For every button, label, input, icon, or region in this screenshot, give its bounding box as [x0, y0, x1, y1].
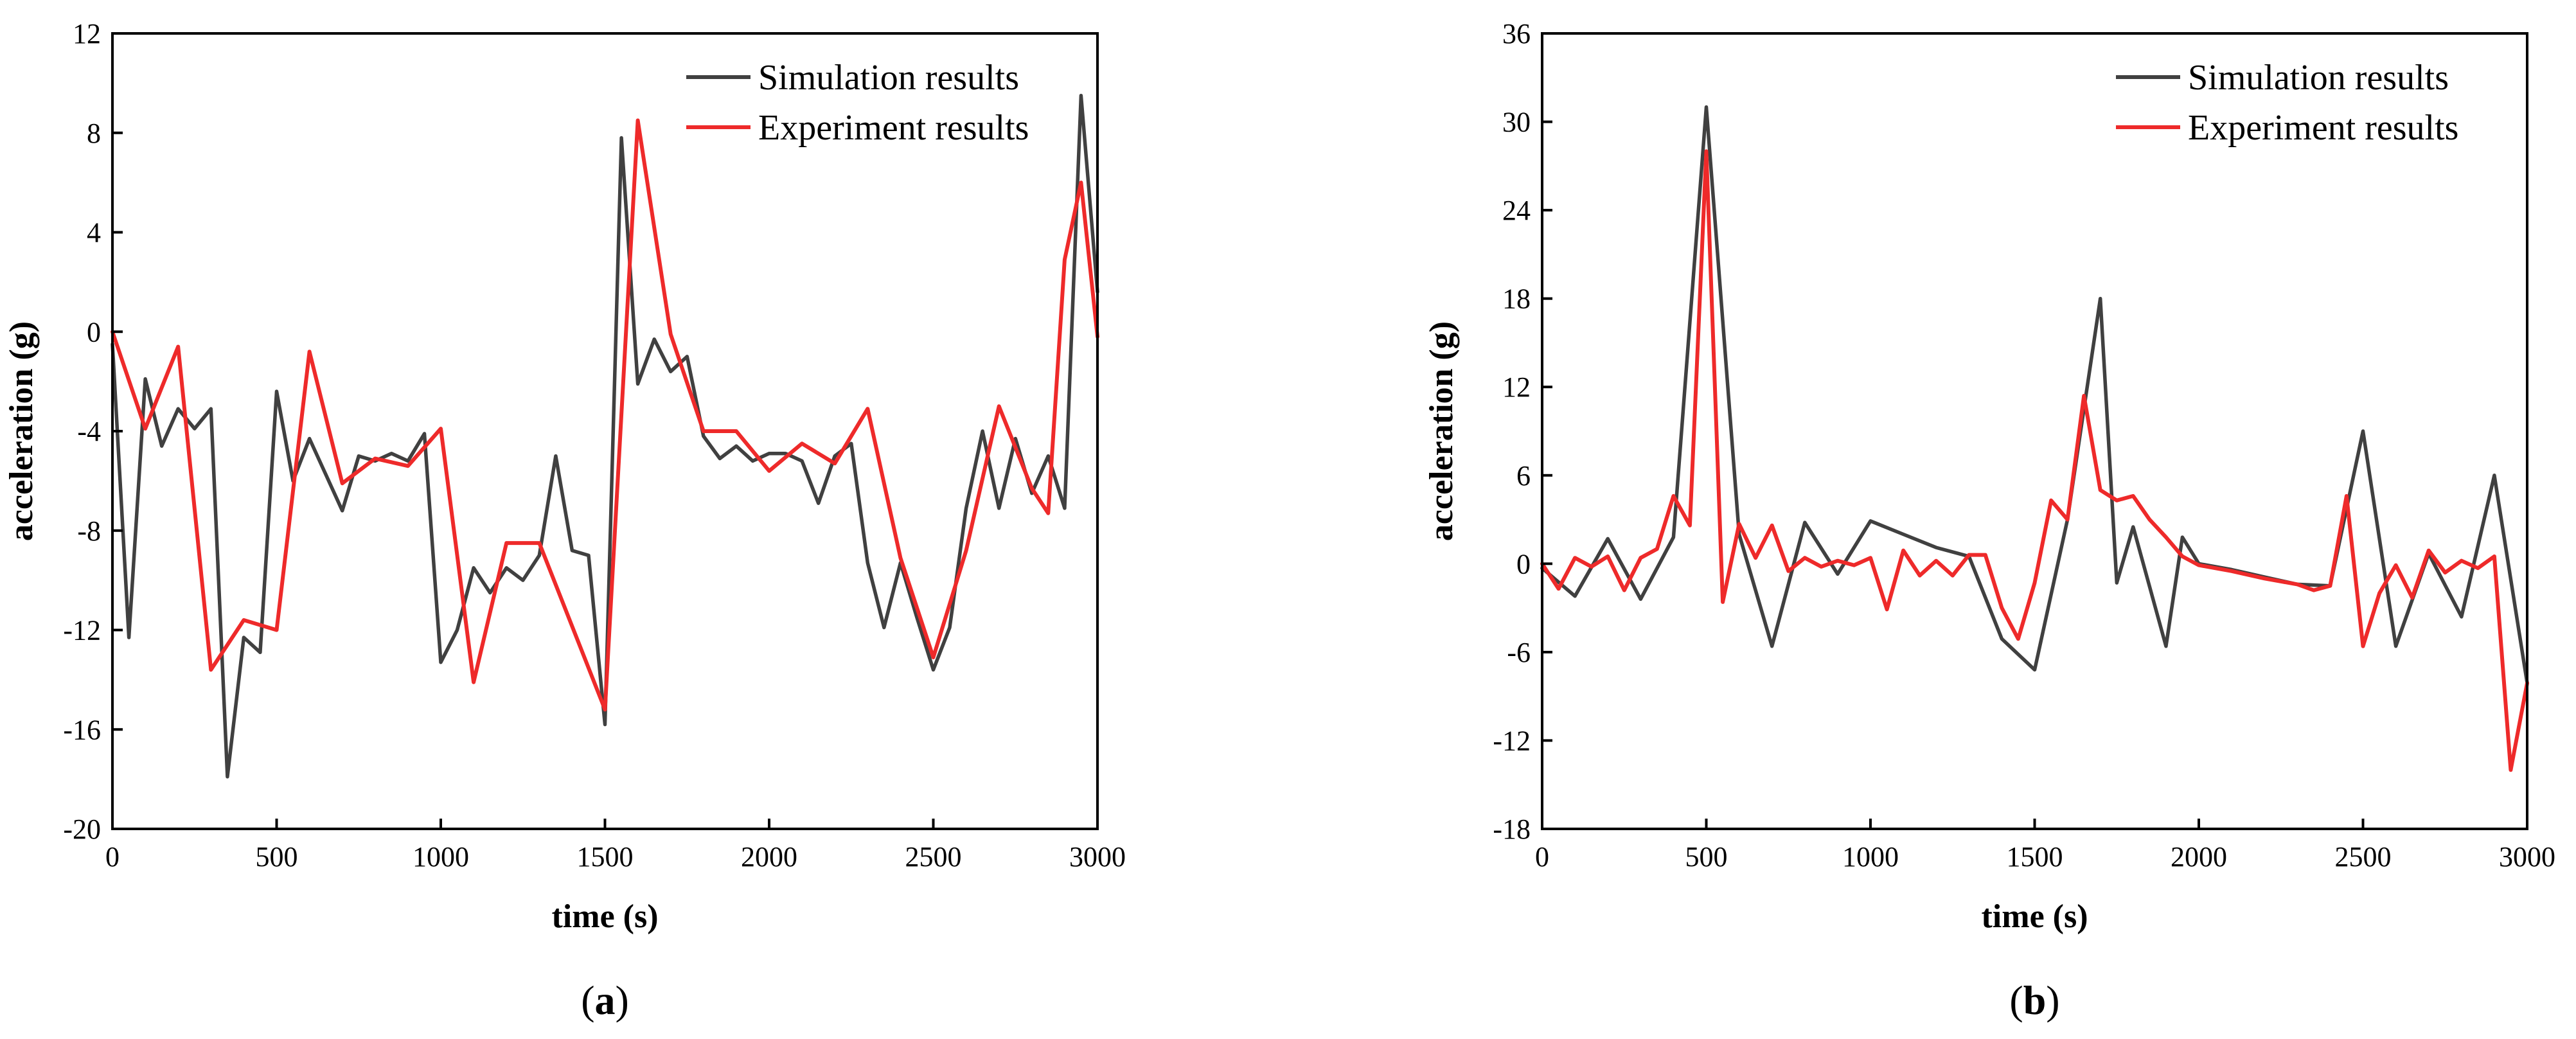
- panel-label: (a): [581, 977, 629, 1023]
- x-tick-label: 1500: [577, 841, 634, 873]
- x-tick-label: 500: [256, 841, 298, 873]
- x-tick-label: 2500: [905, 841, 962, 873]
- series-line-experiment: [1540, 149, 2529, 772]
- panel-label-close: ): [2046, 977, 2059, 1023]
- y-tick-label: 8: [87, 118, 101, 149]
- x-axis-title: time (s): [551, 898, 658, 935]
- x-tick-label: 500: [1685, 841, 1728, 873]
- chart-panel-b: 0 500 1000 1500 2000 2500 3000 -18 -12 -6 0 6 12 18 24…: [1423, 18, 2555, 1023]
- y-axis-title: acceleration (g): [1423, 321, 1460, 541]
- panel-label-close: ): [616, 977, 629, 1023]
- y-tick-label: 0: [1516, 548, 1531, 580]
- plot-frame: [1541, 32, 2528, 830]
- x-tick-label: 0: [105, 841, 120, 873]
- series-line-experiment: [111, 118, 1099, 712]
- y-tick-label: 4: [87, 217, 101, 249]
- legend-label-simulation: Simulation results: [2188, 58, 2449, 98]
- x-tick-label: 3000: [1069, 841, 1126, 873]
- y-tick-label: 6: [1516, 460, 1531, 492]
- y-tick-label: -6: [1507, 637, 1531, 668]
- legend-label-simulation: Simulation results: [758, 58, 1019, 98]
- y-tick-label: -8: [77, 515, 101, 547]
- panel-label-letter: b: [2023, 977, 2047, 1023]
- y-tick-label: -12: [1493, 725, 1531, 756]
- panel-label-letter: a: [595, 977, 616, 1023]
- y-tick-label: -18: [1493, 813, 1531, 845]
- y-axis-title: acceleration (g): [3, 321, 40, 541]
- x-tick-label: 2000: [741, 841, 797, 873]
- x-tick-label: 2000: [2171, 841, 2227, 873]
- y-tick-label: 24: [1502, 195, 1531, 226]
- x-tick-label: 1000: [1842, 841, 1899, 873]
- y-tick-label: -4: [77, 416, 101, 447]
- panel-label-open: (: [581, 977, 594, 1023]
- x-tick-label: 1500: [2007, 841, 2063, 873]
- y-tick-label: 30: [1502, 107, 1531, 138]
- y-tick-label: 12: [1502, 371, 1531, 403]
- x-tick-label: 3000: [2499, 841, 2555, 873]
- x-tick-label: 0: [1535, 841, 1549, 873]
- x-tick-label: 1000: [413, 841, 469, 873]
- panel-label: (b): [2009, 977, 2059, 1023]
- y-tick-label: 0: [87, 316, 101, 348]
- x-axis-title: time (s): [1981, 898, 2088, 935]
- chart-panel-a: 0 500 1000 1500 2000 2500 3000 -20 -16 -12 -8 -4 0 4 8…: [3, 18, 1126, 1023]
- x-tick-label: 2500: [2335, 841, 2392, 873]
- series-line-simulation: [111, 93, 1099, 779]
- panel-label-open: (: [2009, 977, 2023, 1023]
- y-tick-label: 36: [1502, 18, 1531, 49]
- y-tick-label: 12: [73, 18, 101, 49]
- y-tick-label: -20: [63, 813, 101, 845]
- y-tick-label: -16: [63, 714, 101, 745]
- y-tick-label: -12: [63, 615, 101, 646]
- legend-label-experiment: Experiment results: [758, 108, 1029, 148]
- legend-label-experiment: Experiment results: [2188, 108, 2458, 148]
- y-tick-label: 18: [1502, 283, 1531, 315]
